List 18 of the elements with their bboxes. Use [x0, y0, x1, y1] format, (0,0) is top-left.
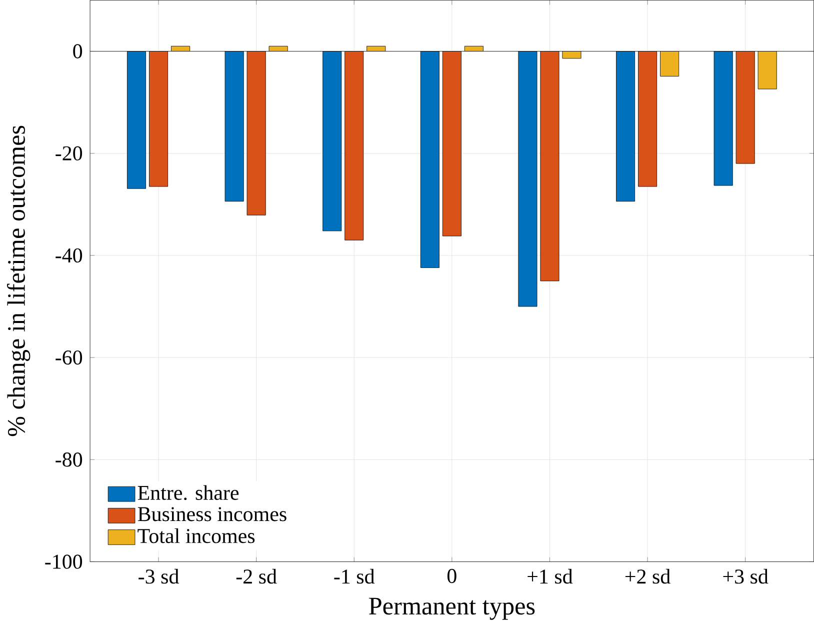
x-tick-label: -2 sd — [236, 569, 277, 584]
x-tick-label: +2 sd — [625, 569, 670, 584]
y-tick-label: -20 — [56, 146, 82, 161]
x-tick-label: +3 sd — [723, 569, 768, 584]
legend-label: Entre. share — [138, 485, 239, 500]
y-tick-label: -100 — [45, 554, 82, 569]
x-axis-title: Permanent types — [369, 598, 535, 620]
x-tick-label: 0 — [447, 569, 456, 584]
legend-label: Total incomes — [138, 528, 255, 544]
y-tick-label: -40 — [56, 248, 82, 263]
y-tick-label: -80 — [56, 452, 82, 467]
y-tick-label: 0 — [73, 44, 82, 58]
x-tick-label: -3 sd — [138, 569, 179, 584]
y-axis-title: % change in lifetime outcomes — [7, 126, 30, 436]
x-tick-label: +1 sd — [528, 569, 573, 584]
legend-label: Business incomes — [138, 507, 286, 522]
x-tick-label: -1 sd — [334, 569, 375, 584]
y-tick-label: -60 — [56, 350, 82, 365]
